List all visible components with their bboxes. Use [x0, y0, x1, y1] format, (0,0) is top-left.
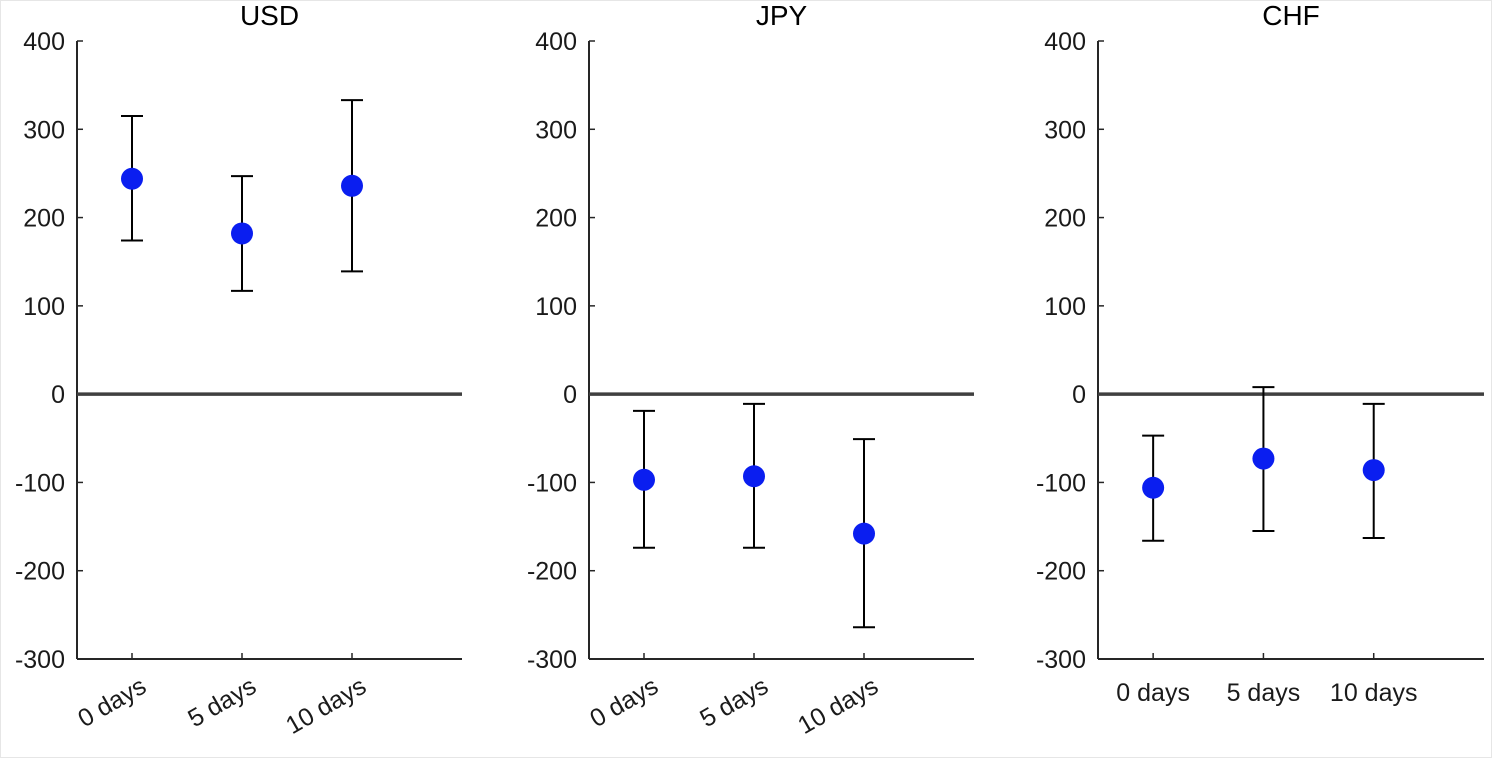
- x-tick-label: 10 days: [793, 672, 883, 740]
- y-tick-label: 0: [51, 381, 65, 409]
- y-tick-label: -200: [1036, 558, 1086, 586]
- x-tick-label: 0 days: [585, 672, 663, 733]
- panel-title: CHF: [1262, 0, 1320, 31]
- y-tick-label: 400: [535, 28, 577, 56]
- x-tick-label: 10 days: [281, 672, 371, 740]
- y-tick-label: -200: [527, 558, 577, 586]
- y-tick-label: -300: [527, 646, 577, 674]
- data-point: [853, 522, 875, 545]
- y-tick-label: 400: [23, 28, 65, 56]
- x-tick-label: 0 days: [73, 672, 151, 733]
- chart-panel-0: USD 400 300 200 100 0 -100 -200 -300 0 days 5 days…: [15, 0, 462, 740]
- y-tick-label: 100: [23, 293, 65, 321]
- x-tick-label: 5 days: [695, 672, 773, 733]
- y-tick-label: -100: [1036, 469, 1086, 497]
- panel-title: USD: [240, 0, 299, 31]
- y-tick-label: -300: [15, 646, 65, 674]
- x-tick-label: 10 days: [1330, 679, 1418, 707]
- y-tick-label: 400: [1044, 28, 1086, 56]
- panel-title: JPY: [756, 0, 808, 31]
- y-tick-label: 100: [535, 293, 577, 321]
- data-point: [341, 174, 363, 197]
- y-tick-label: 200: [23, 205, 65, 233]
- data-point: [1252, 447, 1275, 470]
- x-tick-label: 0 days: [1116, 679, 1190, 707]
- y-tick-label: 200: [1044, 205, 1086, 233]
- chart-panel-1: JPY 400 300 200 100 0 -100 -200 -300 0 days 5 days…: [527, 0, 974, 740]
- y-tick-label: -100: [15, 469, 65, 497]
- data-point: [633, 468, 655, 491]
- y-tick-label: 0: [563, 381, 577, 409]
- data-point: [121, 167, 143, 190]
- data-point: [1362, 459, 1385, 482]
- y-tick-label: 200: [535, 205, 577, 233]
- y-tick-label: 300: [535, 116, 577, 144]
- y-tick-label: -200: [15, 558, 65, 586]
- x-tick-label: 5 days: [1227, 679, 1301, 707]
- y-tick-label: -300: [1036, 646, 1086, 674]
- y-tick-label: 100: [1044, 293, 1086, 321]
- data-point: [743, 465, 765, 488]
- y-tick-label: 300: [1044, 116, 1086, 144]
- x-tick-label: 5 days: [183, 672, 261, 733]
- data-point: [231, 222, 253, 245]
- y-tick-label: 300: [23, 116, 65, 144]
- data-point: [1142, 476, 1165, 499]
- y-tick-label: -100: [527, 469, 577, 497]
- chart-panel-2: CHF 400 300 200 100 0 -100 -200 -300 0 days 5 days…: [1036, 0, 1484, 707]
- y-tick-label: 0: [1072, 381, 1086, 409]
